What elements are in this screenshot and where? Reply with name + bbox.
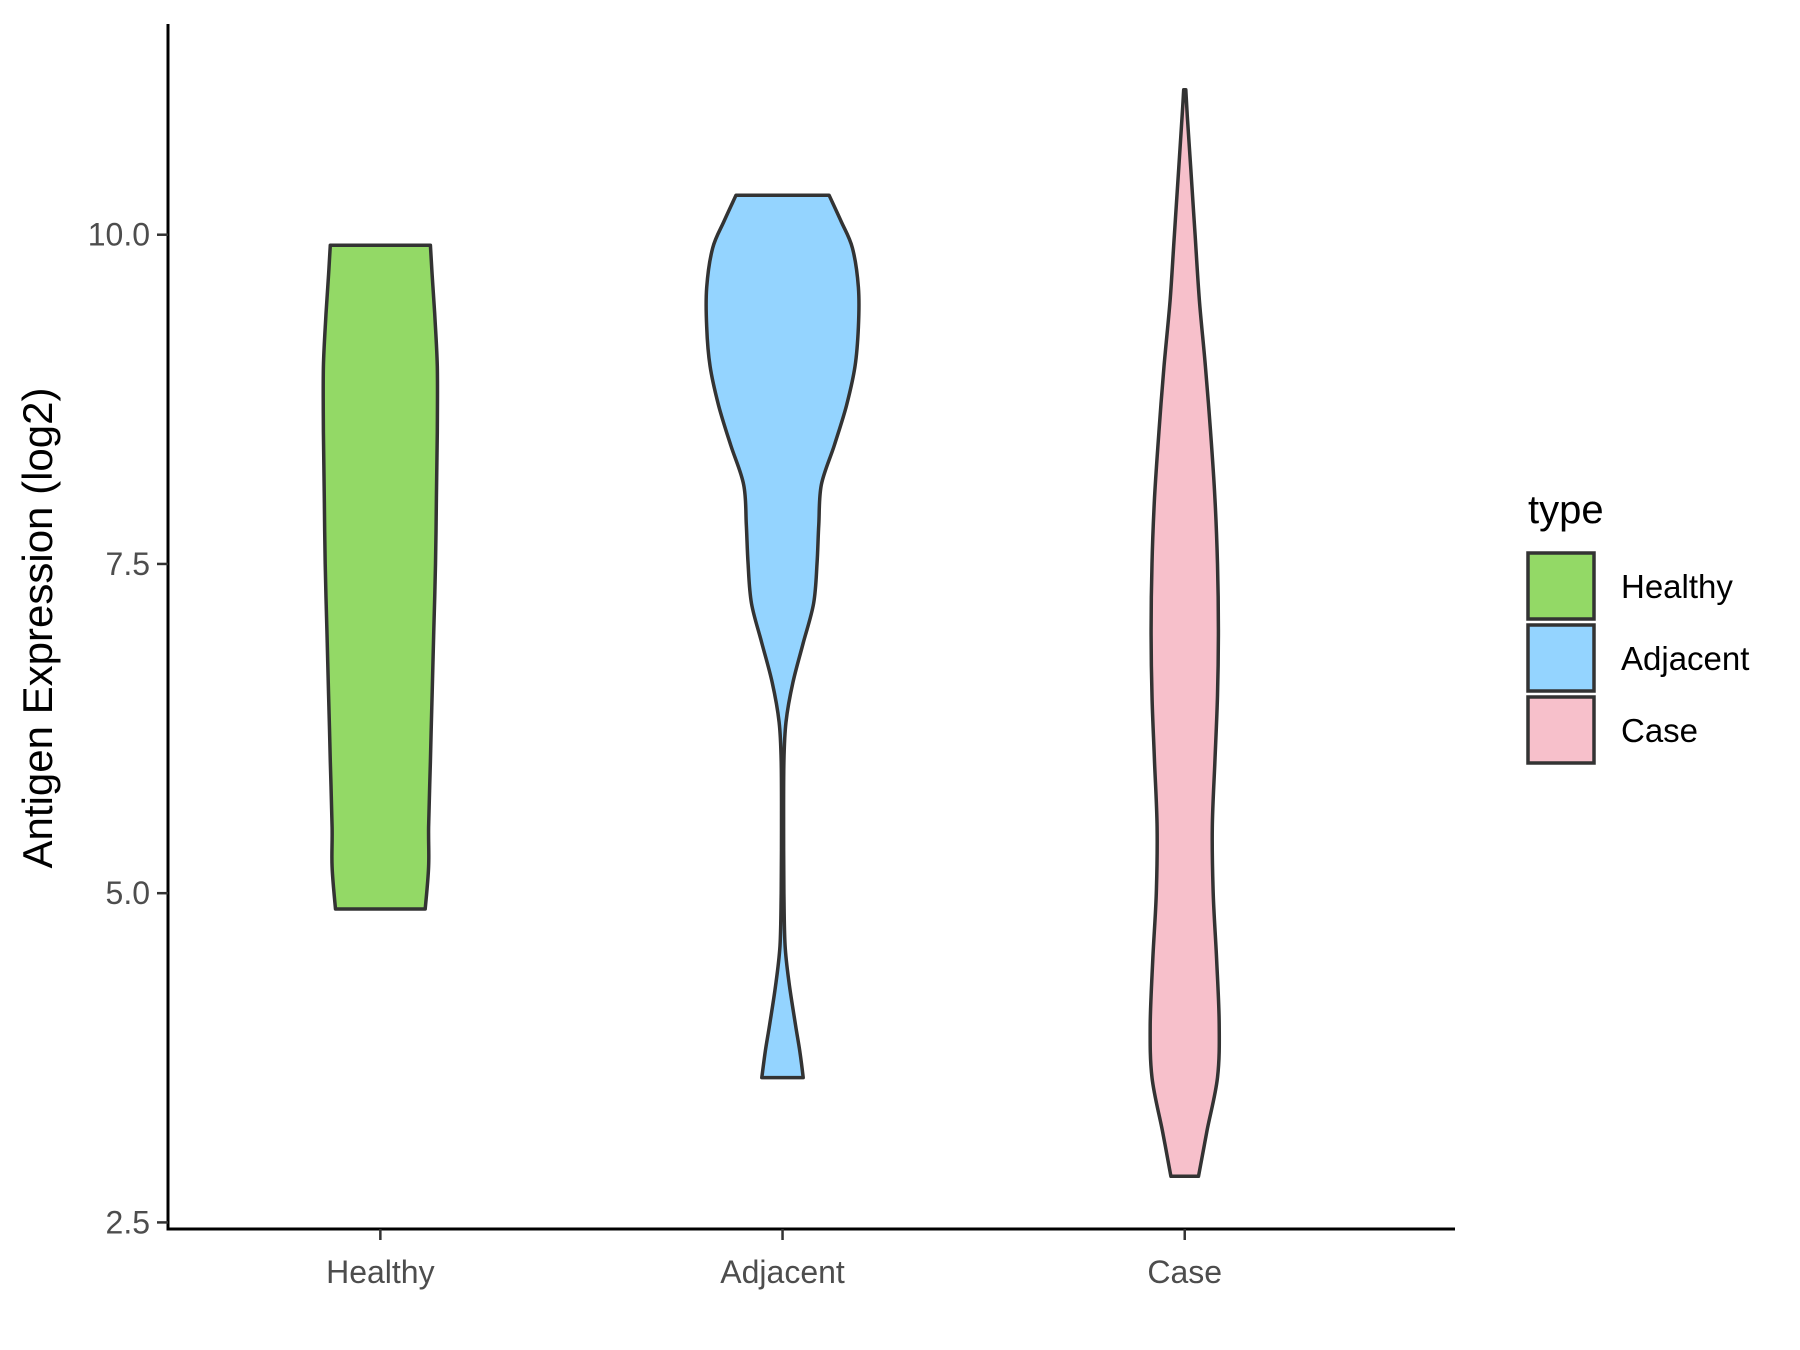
- x-tick-label-healthy: Healthy: [326, 1254, 435, 1290]
- legend-key-case: [1526, 695, 1596, 765]
- legend: Healthy Adjacent Case: [1526, 551, 1749, 765]
- violin-layer: [321, 88, 1222, 1179]
- violin-adjacent: [704, 193, 861, 1080]
- y-tick-label: 10.0: [88, 217, 150, 253]
- x-axis-ticks: Healthy Adjacent Case: [326, 1229, 1222, 1290]
- violin-healthy: [321, 243, 440, 911]
- legend-title: type: [1528, 488, 1604, 532]
- y-tick-label: 2.5: [106, 1204, 150, 1240]
- y-tick-label: 5.0: [106, 875, 150, 911]
- y-axis-title: Antigen Expression (log2): [14, 388, 61, 869]
- x-tick-label-case: Case: [1147, 1254, 1222, 1290]
- x-tick-label-adjacent: Adjacent: [720, 1254, 845, 1290]
- violin-case: [1148, 88, 1222, 1179]
- legend-label-adjacent: Adjacent: [1621, 640, 1749, 677]
- y-axis-ticks: 2.5 5.0 7.5 10.0: [88, 217, 168, 1240]
- legend-key-adjacent: [1526, 623, 1596, 693]
- legend-label-healthy: Healthy: [1621, 568, 1733, 605]
- legend-label-case: Case: [1621, 712, 1698, 749]
- legend-key-healthy: [1526, 551, 1596, 621]
- y-tick-label: 7.5: [106, 546, 150, 582]
